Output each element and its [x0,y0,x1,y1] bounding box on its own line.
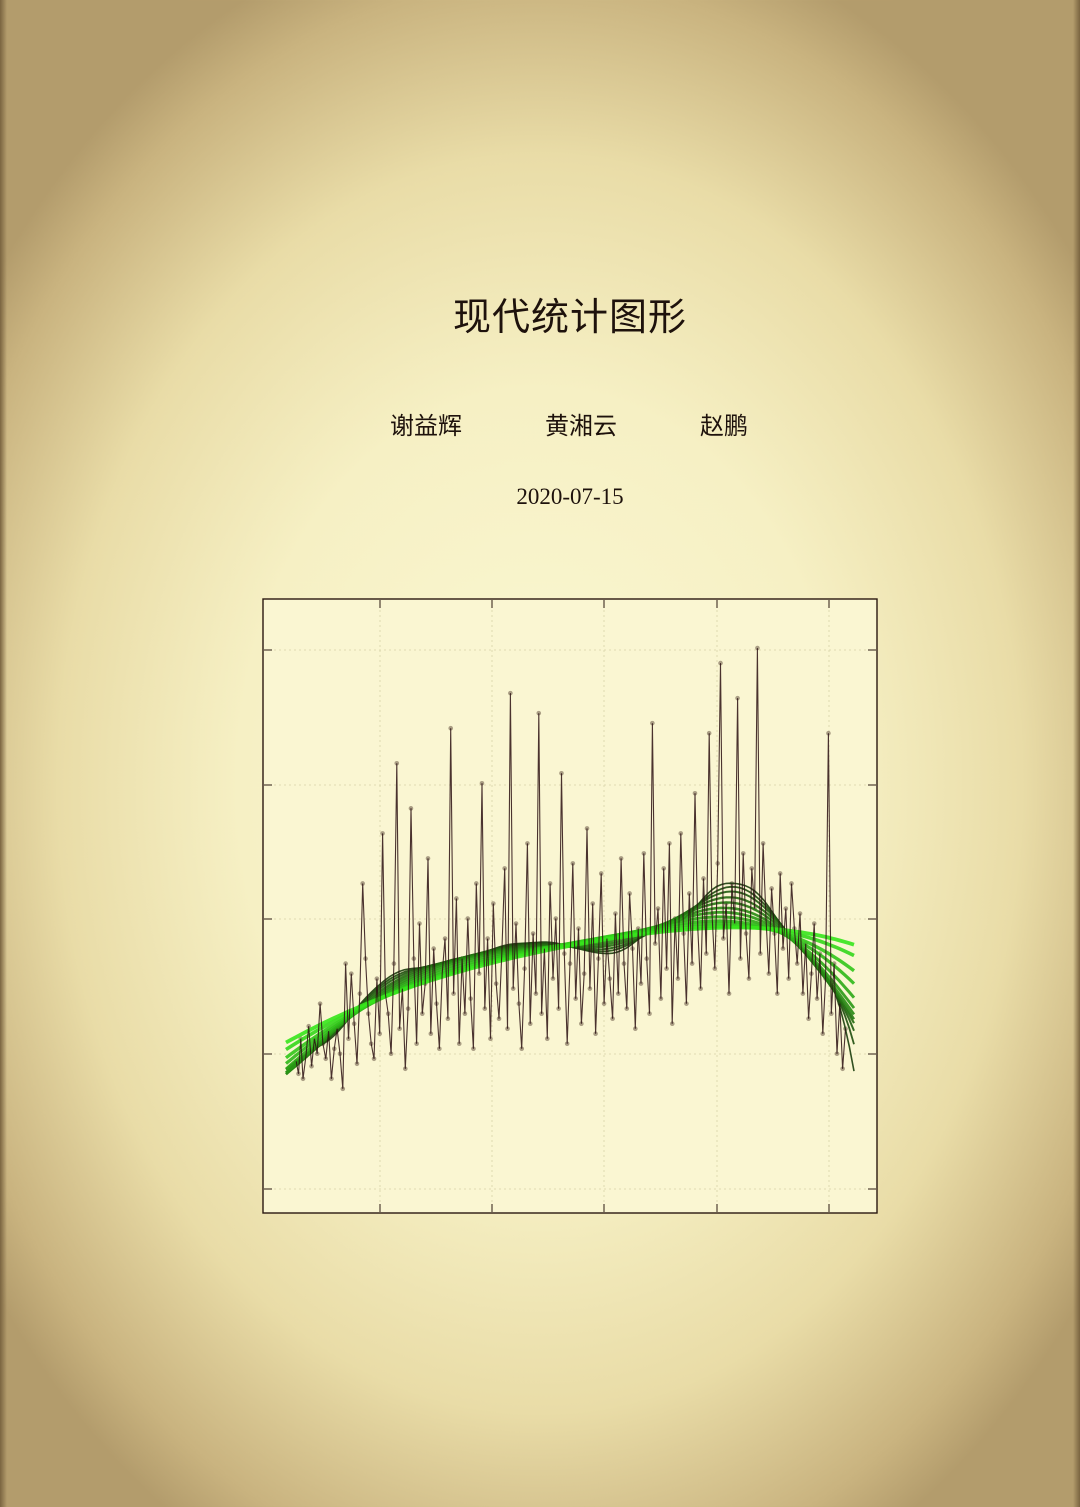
page-edge-right [1073,0,1080,1507]
scatter-point [488,1036,493,1042]
scatter-point [559,770,564,776]
cover-chart [262,598,878,1214]
scatter-point [544,1036,550,1042]
author-2: 黄湘云 [545,412,617,440]
scatter-point [536,710,542,716]
scatter-point [456,1041,462,1047]
author-list: 谢益辉 黄湘云 赵鹏 [0,406,1080,446]
scatter-point [584,826,590,831]
scatter-point [448,725,454,731]
scatter-point [686,891,692,896]
scatter-point [479,780,485,786]
scatter-point [755,645,760,651]
scatter-point [650,720,655,726]
raw-line [295,648,847,1089]
scatter-point [476,971,482,976]
scatter-point [471,1046,476,1052]
scatter-point [786,976,791,981]
scatter-point [769,886,774,891]
scatter-point [510,986,516,991]
scatter-point [789,881,794,886]
scatter-point [638,981,644,986]
scatter-point [505,1026,510,1032]
scatter-point [485,936,490,941]
book-title: 现代统计图形 [452,295,687,339]
scatter-point [587,986,593,991]
scatter-point [675,976,681,981]
scatter-point [550,976,556,981]
raw-series-line [295,648,847,1089]
scatter-point [519,1046,525,1052]
scatter-point [593,1031,598,1037]
scatter-point [718,660,723,666]
scatter-point [678,831,684,836]
axis-ticks [264,600,876,1212]
scatter-point [428,1031,434,1037]
scatter-point [564,1041,570,1047]
scatter-point [431,946,436,951]
scatter-point [346,1036,351,1042]
plot-frame [262,598,878,1214]
page-edge-left [0,0,7,1507]
author-1: 谢益辉 [390,412,462,440]
scatter-point [360,881,365,886]
author-3: 赵鹏 [700,412,748,440]
scatter-point [473,881,479,886]
scatter-point [547,881,553,886]
scatter-point [377,1031,383,1037]
scatter-point [746,976,752,981]
scatter-point [442,936,448,941]
scatter-point [698,986,703,991]
scatter-point [380,831,385,836]
scatter-point [437,1046,442,1052]
scatter-point [414,1041,419,1047]
publication-date: 2020-07-15 [516,484,624,509]
scatter-point [701,876,706,881]
plot-grid [264,600,876,1212]
scatter-point [627,891,632,896]
scatter-point [394,760,400,766]
